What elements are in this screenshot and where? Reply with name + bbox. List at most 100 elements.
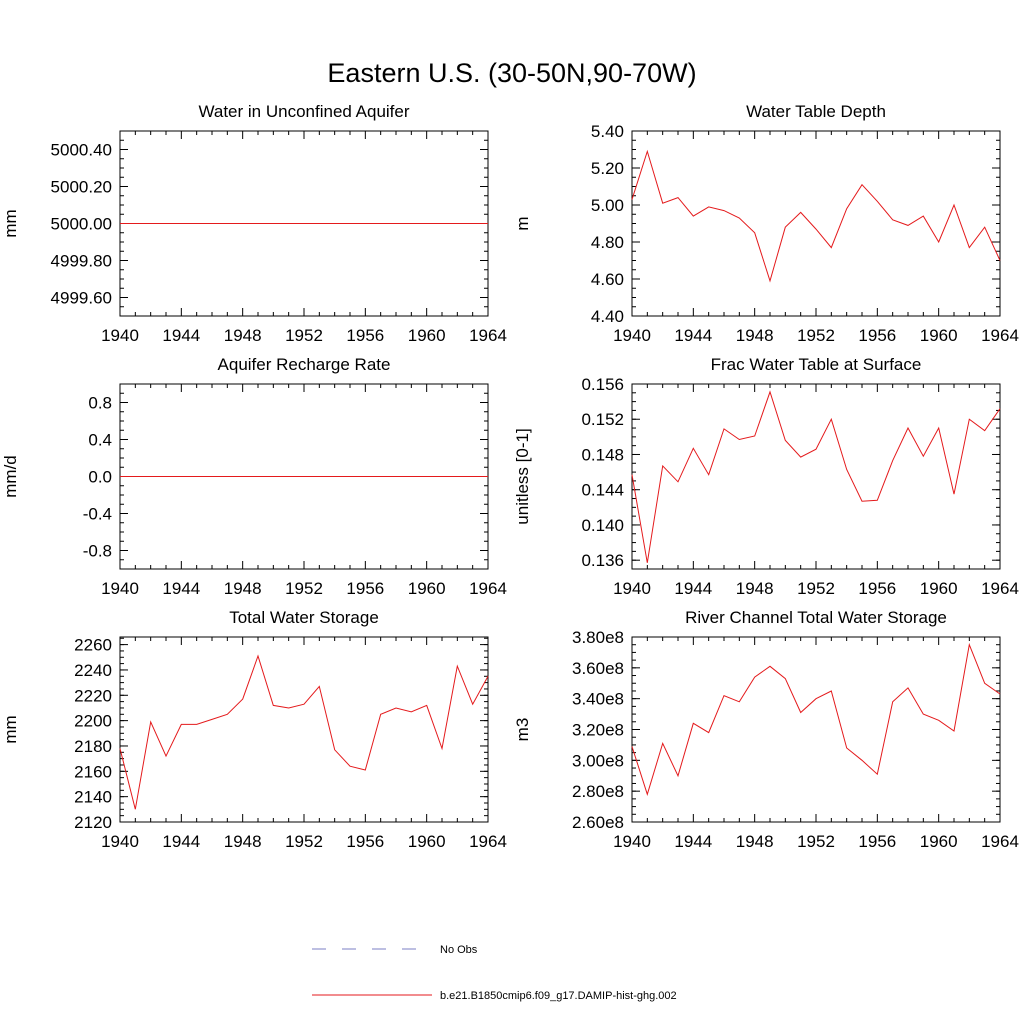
data-point (861, 183, 864, 186)
y-tick-label: 0.0 (88, 468, 112, 487)
plot-frame (119, 636, 489, 823)
x-tick-label: 1964 (981, 832, 1019, 851)
data-point (487, 222, 490, 225)
panel-title: Total Water Storage (229, 608, 379, 627)
data-point (907, 427, 910, 430)
x-tick-label: 1948 (736, 832, 774, 851)
plot-frame (631, 383, 1001, 570)
data-point (165, 755, 168, 758)
y-tick-label: 3.00e8 (572, 751, 624, 770)
y-tick-label: 3.60e8 (572, 659, 624, 678)
data-point (707, 205, 710, 208)
chart-panel-2: 1940 1944 1948 1952 1956 1960 1964 4.40 4.60 4.80… (513, 102, 1019, 345)
data-point (999, 407, 1002, 410)
data-point (456, 222, 459, 225)
legend: No Obs b.e21.B1850cmip6.f09_g17.DAMIP-hi… (312, 944, 677, 1002)
x-tick-label: 1940 (613, 326, 651, 345)
data-point (661, 464, 664, 467)
data-point (815, 697, 818, 700)
x-tick-label: 1948 (224, 579, 262, 598)
data-point (646, 793, 649, 796)
data-point (410, 710, 413, 713)
data-point (983, 429, 986, 432)
data-point (907, 686, 910, 689)
x-tick-label: 1960 (408, 832, 446, 851)
y-tick-label: 4.40 (591, 307, 624, 326)
data-point (211, 222, 214, 225)
data-point (922, 455, 925, 458)
x-tick-label: 1952 (285, 326, 323, 345)
data-point (799, 711, 802, 714)
x-tick-label: 1944 (162, 832, 200, 851)
data-point (815, 228, 818, 231)
data-point (241, 475, 244, 478)
data-point (487, 675, 490, 678)
panel-title: Frac Water Table at Surface (711, 355, 922, 374)
data-point (922, 215, 925, 218)
data-point (318, 685, 321, 688)
data-point (661, 742, 664, 745)
data-point (953, 493, 956, 496)
panel-title: Aquifer Recharge Rate (218, 355, 391, 374)
series-line (119, 654, 489, 810)
y-tick-label: 3.40e8 (572, 690, 624, 709)
data-point (707, 731, 710, 734)
y-tick-label: 0.4 (88, 431, 112, 450)
data-point (891, 459, 894, 462)
data-point (211, 718, 214, 721)
panel-title: Water in Unconfined Aquifer (198, 102, 409, 121)
x-tick-label: 1956 (858, 326, 896, 345)
y-tick-label: 2.80e8 (572, 782, 624, 801)
data-point (830, 246, 833, 249)
y-tick-label: 2140 (74, 788, 112, 807)
data-point (845, 747, 848, 750)
data-point (738, 700, 741, 703)
data-point (471, 703, 474, 706)
x-tick-label: 1956 (346, 326, 384, 345)
data-point (968, 418, 971, 421)
data-point (723, 427, 726, 430)
data-point (861, 500, 864, 503)
series-line (631, 390, 1001, 563)
data-point (272, 704, 275, 707)
data-point (845, 468, 848, 471)
data-point (379, 713, 382, 716)
data-point (799, 456, 802, 459)
chart-panel-1: 1940 1944 1948 1952 1956 1960 1964 4999.60 4999.… (1, 102, 507, 345)
x-tick-label: 1940 (101, 326, 139, 345)
x-tick-label: 1944 (162, 326, 200, 345)
data-point (134, 808, 137, 811)
data-point (983, 682, 986, 685)
data-point (119, 747, 122, 750)
y-tick-label: -0.4 (83, 505, 112, 524)
data-point (830, 418, 833, 421)
data-point (395, 475, 398, 478)
data-point (349, 765, 352, 768)
data-point (349, 222, 352, 225)
x-tick-label: 1956 (346, 832, 384, 851)
data-point (471, 475, 474, 478)
data-point (983, 226, 986, 229)
y-tick-label: 4.80 (591, 233, 624, 252)
x-tick-label: 1940 (613, 579, 651, 598)
x-tick-label: 1952 (797, 579, 835, 598)
chart-panel-5: 1940 1944 1948 1952 1956 1960 1964 2120 2140 2160… (1, 608, 507, 851)
panels: 1940 1944 1948 1952 1956 1960 1964 4999.60 4999.… (1, 102, 1019, 851)
data-point (830, 689, 833, 692)
y-tick-label: 2220 (74, 686, 112, 705)
y-tick-label: 2240 (74, 661, 112, 680)
y-tick-label: 0.8 (88, 394, 112, 413)
data-point (395, 222, 398, 225)
data-point (907, 224, 910, 227)
x-tick-label: 1944 (674, 832, 712, 851)
data-point (287, 706, 290, 709)
legend-label-no-obs: No Obs (440, 944, 478, 956)
data-point (119, 475, 122, 478)
x-tick-label: 1956 (858, 579, 896, 598)
y-tick-label: 5.40 (591, 122, 624, 141)
data-point (646, 561, 649, 564)
x-tick-label: 1960 (408, 579, 446, 598)
x-tick-label: 1960 (408, 326, 446, 345)
data-point (753, 231, 756, 234)
